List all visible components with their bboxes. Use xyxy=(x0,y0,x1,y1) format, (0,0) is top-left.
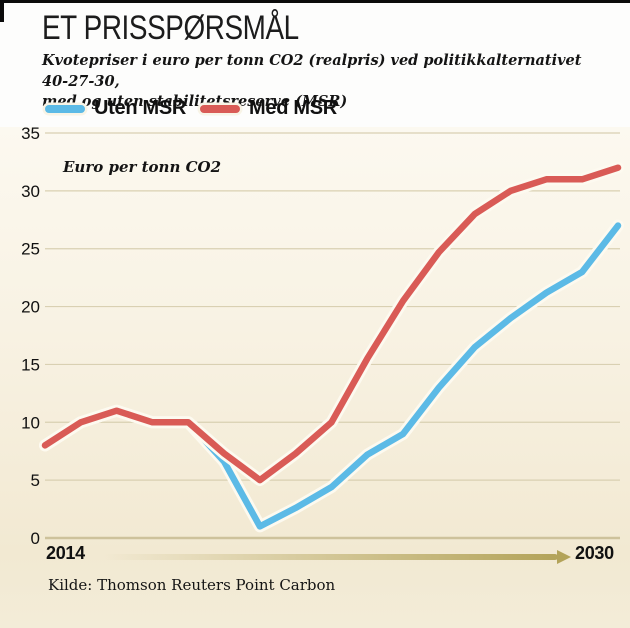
legend-swatch-blue xyxy=(45,104,85,113)
y-tick-label: 0 xyxy=(31,529,40,548)
chart-legend: Uten MSR Med MSR xyxy=(45,97,337,120)
y-tick-label: 30 xyxy=(21,182,40,201)
page-title: ET PRISSPØRSMÅL xyxy=(42,9,299,47)
legend-item-med-msr: Med MSR xyxy=(200,97,337,120)
legend-item-uten-msr: Uten MSR xyxy=(45,97,186,120)
y-tick-label: 15 xyxy=(21,355,40,374)
unit-annotation: Euro per tonn CO2 xyxy=(62,158,221,176)
line-chart: 0 5 10 15 20 25 30 35 Euro per tonn CO2 xyxy=(21,127,624,548)
x-axis-end-label: 2030 xyxy=(575,543,614,563)
top-left-corner-mark xyxy=(0,0,4,22)
legend-label-uten-msr: Uten MSR xyxy=(94,97,187,119)
series-line-med-msr xyxy=(41,164,622,484)
chart-area: 0 5 10 15 20 25 30 35 Euro per tonn CO2 2014 203… xyxy=(0,127,630,628)
y-tick-label: 5 xyxy=(31,471,40,490)
y-tick-label: 25 xyxy=(21,240,40,259)
subtitle-line-1: Kvotepriser i euro per tonn CO2 (realpri… xyxy=(42,52,582,90)
legend-swatch-red xyxy=(200,104,241,113)
y-tick-label: 10 xyxy=(21,413,40,432)
y-tick-label: 20 xyxy=(21,298,40,317)
source-attribution: Kilde: Thomson Reuters Point Carbon xyxy=(48,576,336,594)
x-axis-start-label: 2014 xyxy=(46,543,85,563)
top-border-bar xyxy=(0,0,630,3)
y-tick-label: 35 xyxy=(21,127,40,143)
chart-subtitle: Kvotepriser i euro per tonn CO2 (realpri… xyxy=(42,51,587,113)
series-halo-med-msr xyxy=(39,161,624,487)
subtitle-line-2: med og uten stabilitetsreserve (MSR) xyxy=(42,93,348,111)
legend-label-med-msr: Med MSR xyxy=(249,97,337,119)
x-axis-arrow xyxy=(103,554,558,560)
x-axis-arrowhead-icon xyxy=(557,550,571,564)
series-halo-uten-msr xyxy=(39,219,624,533)
